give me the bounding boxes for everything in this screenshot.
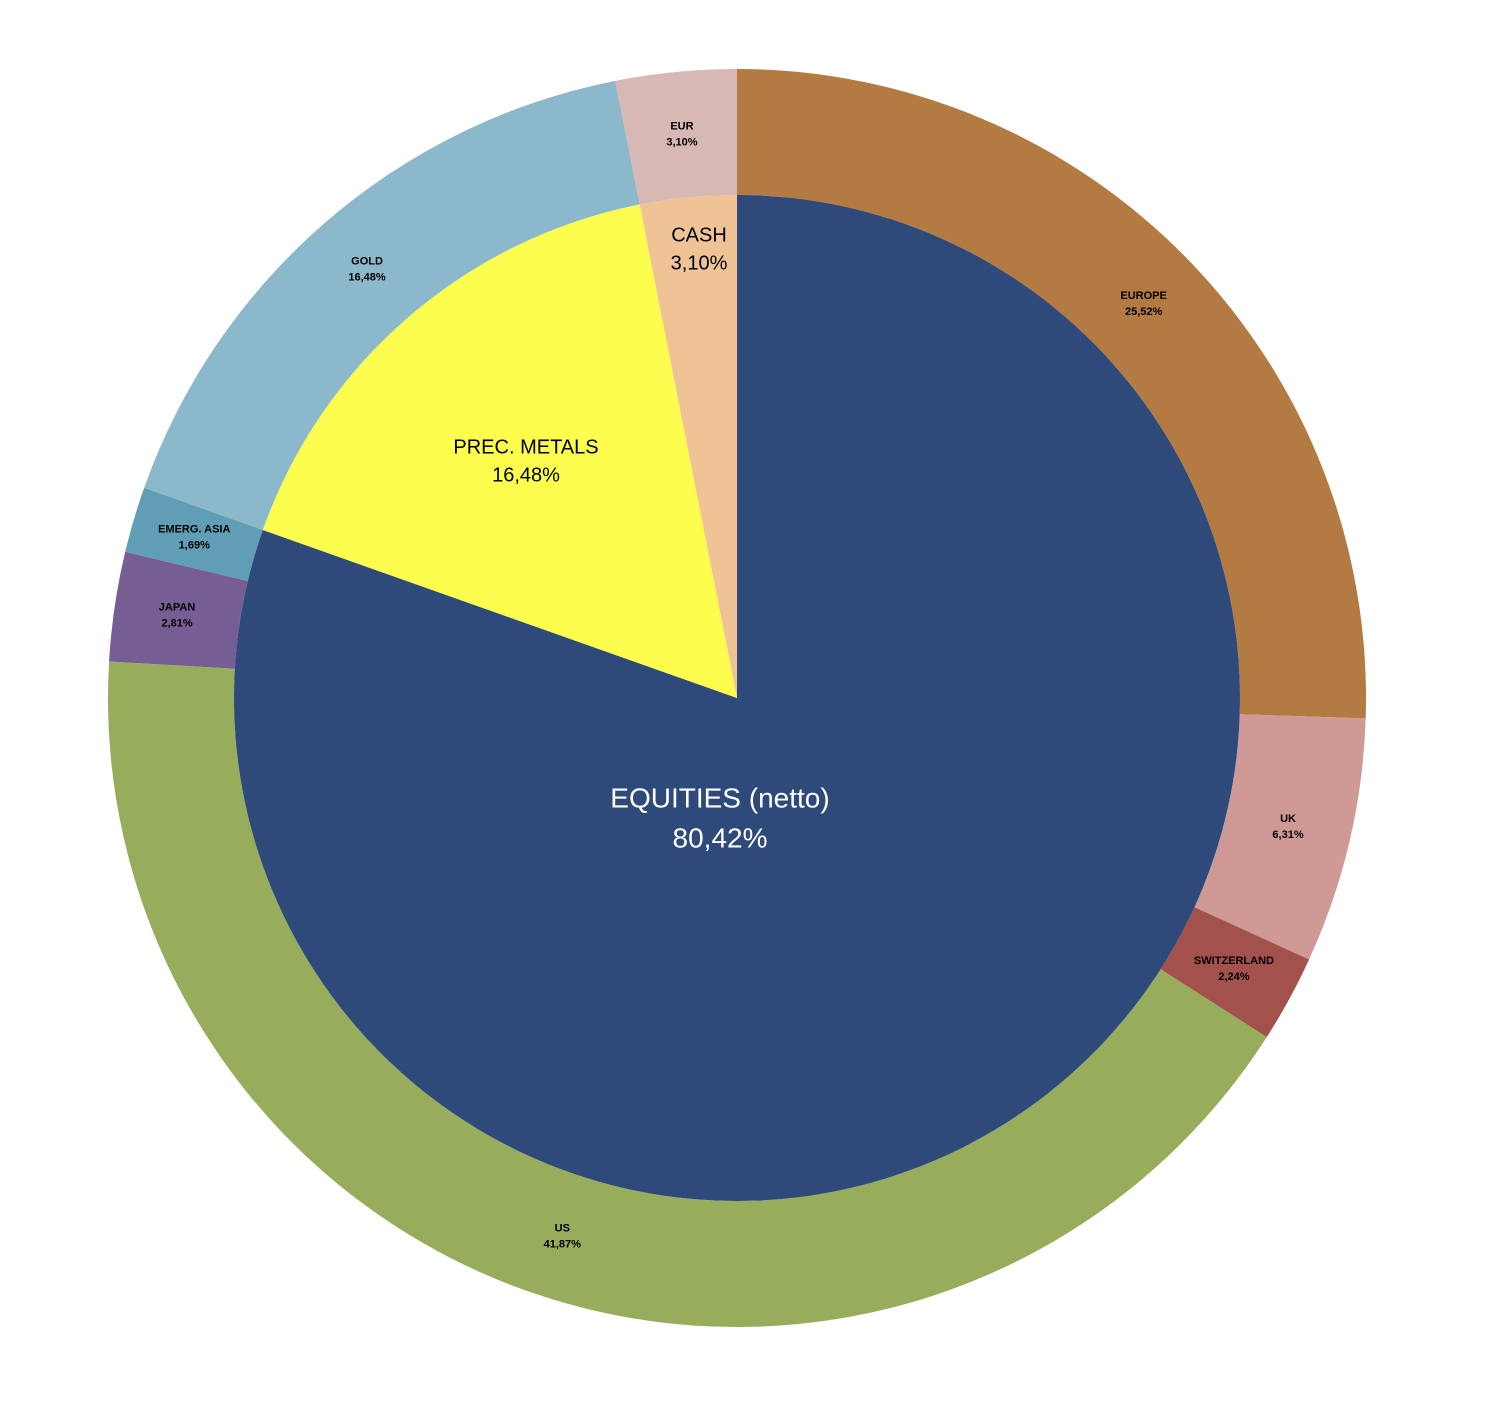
slice-value-label: 16,48%	[492, 464, 560, 486]
ring-segment	[109, 551, 248, 669]
slice-label: PREC. METALS	[453, 436, 598, 458]
ring-value-label: 2,81%	[161, 617, 192, 629]
ring-segment	[1194, 714, 1366, 960]
pie-slice	[639, 195, 737, 698]
ring-segment	[1160, 907, 1310, 1038]
pie-slice	[262, 204, 737, 698]
ring-value-label: 16,48%	[348, 272, 386, 284]
pie-slice	[233, 195, 1241, 1202]
ring-value-label: 41,87%	[544, 1238, 582, 1250]
ring-value-label: 25,52%	[1125, 306, 1163, 318]
slice-value-label: 3,10%	[671, 252, 728, 274]
ring-label: EUR	[670, 121, 693, 133]
slice-value-label: 80,42%	[673, 822, 768, 853]
ring-label: EMERG. ASIA	[158, 523, 230, 535]
ring-label: GOLD	[351, 256, 383, 268]
ring-label: EUROPE	[1120, 290, 1166, 302]
ring-label: US	[555, 1222, 570, 1234]
ring-segment	[615, 69, 737, 205]
ring-label: UK	[1280, 813, 1296, 825]
ring-segment	[107, 661, 1267, 1327]
ring-value-label: 3,10%	[666, 137, 697, 149]
ring-value-label: 6,31%	[1272, 829, 1303, 841]
ring-segment	[125, 487, 263, 582]
ring-value-label: 1,69%	[179, 539, 210, 551]
slice-label: EQUITIES (netto)	[610, 782, 829, 813]
ring-segment	[144, 80, 640, 530]
ring-label: SWITZERLAND	[1194, 955, 1274, 967]
slice-label: CASH	[671, 224, 727, 246]
ring-segment	[737, 69, 1366, 719]
ring-label: JAPAN	[159, 601, 196, 613]
ring-value-label: 2,24%	[1218, 971, 1249, 983]
